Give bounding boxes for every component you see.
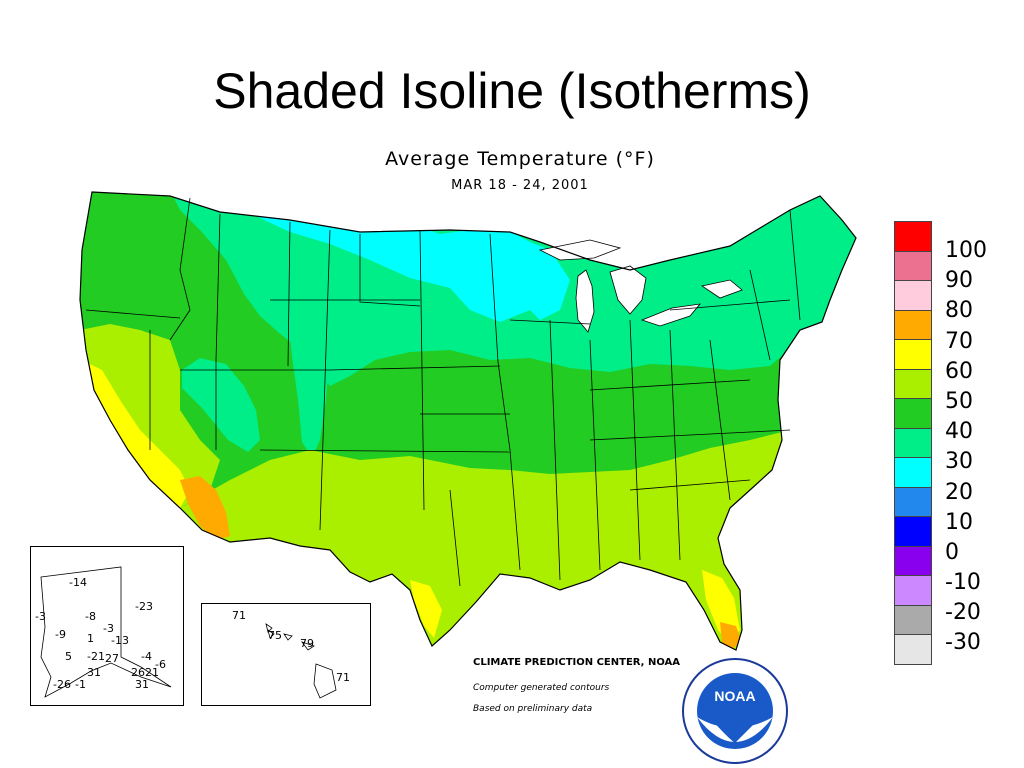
legend-label: 20 [945,479,973,505]
ak-temp-label: 31 [87,666,101,679]
legend-swatch [894,368,932,398]
legend-swatch [894,634,932,665]
legend-label: 80 [945,298,973,324]
ak-temp-label: 21 [145,666,159,679]
legend-label: -20 [945,600,981,626]
alaska-inset: -14 -23 -3 -8 -3 -9 1 -13 5 -4 -21 27 -6… [30,546,184,706]
legend-swatch [894,398,932,428]
noaa-logo-text: NOAA [714,688,755,704]
hi-temp-label: 71 [232,609,246,622]
ak-temp-label: -23 [135,600,153,613]
legend-label: 50 [945,388,973,414]
legend-swatch [894,427,932,457]
hi-temp-label: 71 [336,671,350,684]
legend-label: 10 [945,509,973,535]
noaa-logo-icon: NOAA [682,658,788,764]
credit-line-1: CLIMATE PREDICTION CENTER, NOAA [473,657,681,668]
legend-label: 40 [945,419,973,445]
legend-label: 0 [945,539,959,565]
ak-temp-label: -13 [111,634,129,647]
hawaii-inset: 71 75 79 71 [201,603,371,706]
credit-line-3: Based on preliminary data [473,704,593,714]
legend-labels: 100 90 80 70 60 50 40 30 20 10 0 -10 -20 -30 [945,236,987,659]
ak-temp-label: 27 [105,652,119,665]
ak-temp-label: 1 [87,632,94,645]
legend-swatch [894,280,932,310]
ak-temp-label: -8 [85,610,96,623]
hi-temp-label: 79 [300,637,314,650]
credit-line-2: Computer generated contours [473,683,610,693]
ak-temp-label: 31 [135,678,149,691]
ak-temp-label: -1 [75,678,86,691]
temperature-legend [894,221,932,665]
legend-swatch [894,309,932,339]
us-temperature-map [79,191,857,651]
legend-label: -10 [945,570,981,596]
map-subtitle: MAR 18 - 24, 2001 [451,178,589,193]
legend-swatch [894,604,932,634]
ak-temp-label: -3 [103,622,114,635]
ak-temp-label: -4 [141,650,152,663]
ak-temp-label: -14 [69,576,87,589]
ak-temp-label: -26 [53,678,71,691]
legend-swatch [894,457,932,487]
legend-swatch [894,575,932,605]
map-title: Average Temperature (°F) [385,148,655,170]
legend-swatch [894,516,932,546]
legend-swatch [894,250,932,280]
legend-swatch [894,221,932,251]
legend-label: 100 [945,238,987,263]
ak-temp-label: 5 [65,650,72,663]
ak-temp-label: -21 [87,650,105,663]
legend-label: 70 [945,328,973,354]
ak-temp-label: -6 [155,658,166,671]
legend-label: 60 [945,358,973,384]
ak-temp-label: -9 [55,628,66,641]
slide-title: Shaded Isoline (Isotherms) [213,63,811,119]
legend-swatch [894,545,932,575]
legend-swatch [894,339,932,369]
legend-label: 90 [945,268,973,294]
legend-label: 30 [945,449,973,475]
hi-temp-label: 75 [268,629,282,642]
legend-swatch [894,486,932,516]
legend-label: -30 [945,630,981,656]
ak-temp-label: -3 [35,610,46,623]
ak-temp-label: 26 [131,666,145,679]
